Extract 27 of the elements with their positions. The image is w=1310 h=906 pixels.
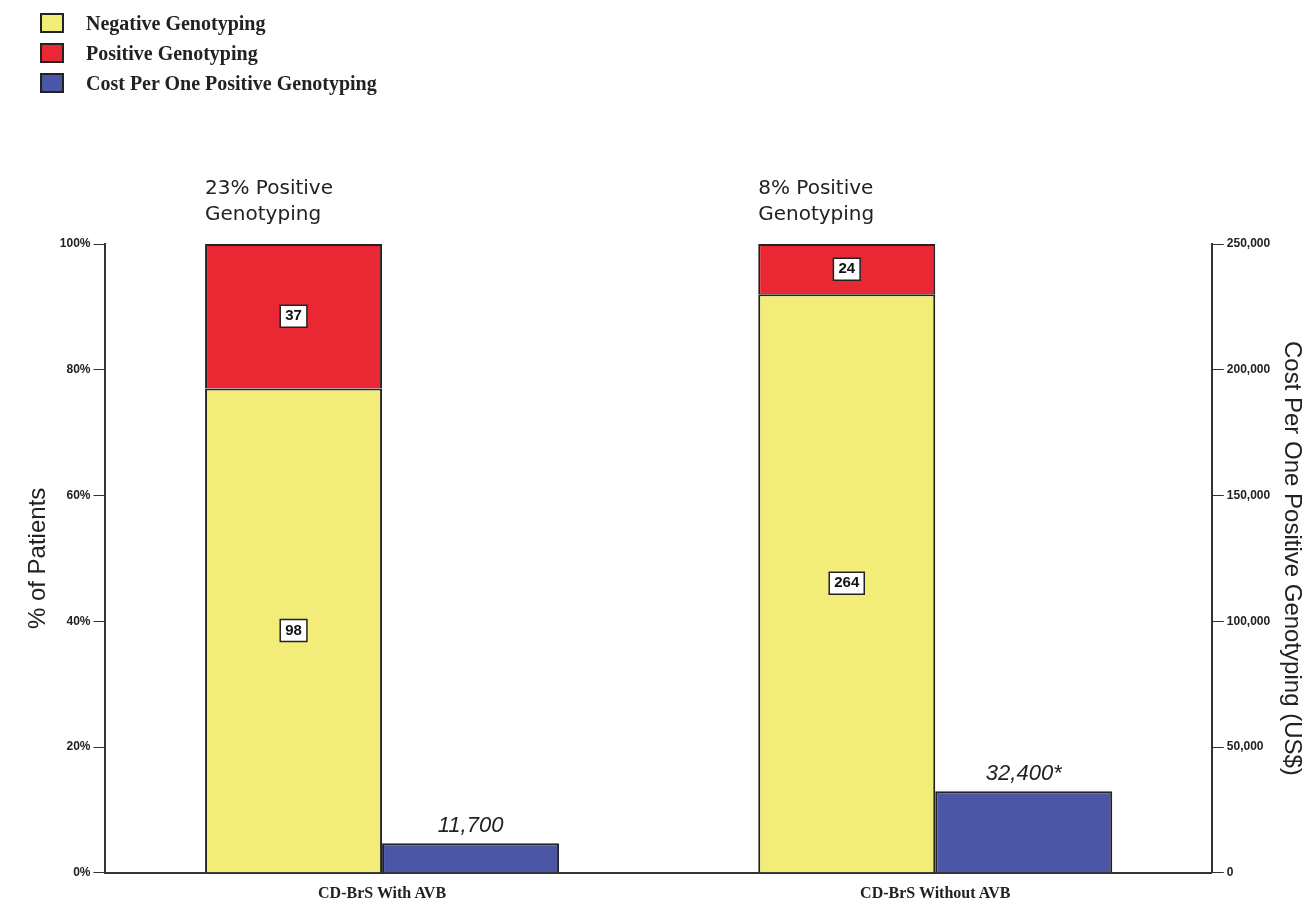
legend-label: Negative Genotyping [86,11,266,35]
y-tick-label: 0% [73,865,91,880]
y-tick-label: 100% [59,236,91,251]
text: 8% Positive Genotyping [758,175,875,225]
y-tick-label: 40% [66,613,91,628]
annotation: 98 [285,620,302,638]
y-tick-label: 20% [66,739,91,754]
y2-tick-label: 100,000 [1226,613,1271,628]
y-tick-label: 80% [66,362,91,377]
annotation: 37 [285,306,302,324]
y2-tick-label: 250,000 [1226,236,1271,251]
y-tick-label: 60% [66,487,91,502]
y2-axis-title: Cost Per One Positive Genotyping (US$) [1279,340,1307,776]
text: 23% Positive Genotyping [205,175,333,225]
y2-tick-label: 150,000 [1226,487,1271,502]
x-tick-label: CD-BrS With AVB [318,883,447,901]
data-label: 11,700 [437,812,505,838]
y2-tick-label: 200,000 [1226,362,1271,377]
annotation: 24 [838,259,856,277]
legend-label: Positive Genotyping [86,41,258,65]
y2-tick-label: 50,000 [1226,739,1264,754]
x-tick-label: CD-BrS Without AVB [860,883,1011,901]
legend-label: Cost Per One Positive Genotyping [86,71,377,95]
annotation: 264 [834,573,860,591]
y-axis-title: % of Patients [23,487,51,630]
data-label: 32,400* [985,760,1064,786]
y2-tick-label: 0 [1226,865,1234,880]
